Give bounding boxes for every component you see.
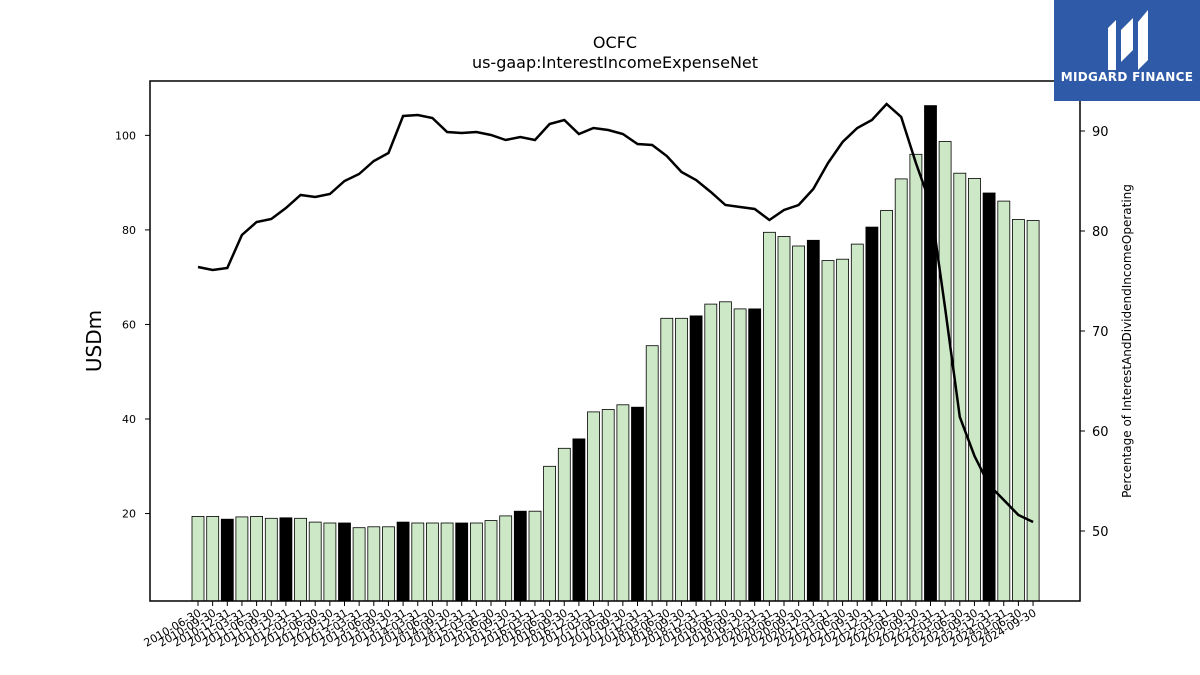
bar [367, 526, 381, 602]
bar [455, 522, 469, 602]
bar [235, 516, 249, 602]
plot-frame [149, 80, 1081, 602]
bar [997, 200, 1011, 602]
bar [411, 522, 425, 602]
bar [250, 516, 264, 602]
bar [894, 178, 908, 602]
bar [1012, 219, 1025, 602]
chart-title: OCFC [593, 33, 637, 52]
bar [924, 105, 937, 602]
bar [557, 447, 571, 602]
bar [484, 520, 498, 602]
bar [352, 527, 366, 602]
bar [836, 258, 849, 602]
bar [279, 517, 293, 602]
bar [865, 226, 879, 602]
x-axis: 2010-06-302010-09-302010-12-312011-03-31… [142, 601, 1039, 650]
bar [206, 516, 220, 602]
bar [733, 308, 747, 602]
bar [191, 516, 205, 602]
bar [821, 260, 835, 602]
bar [1026, 220, 1040, 602]
y2-tick-label: 50 [1092, 525, 1109, 540]
y-axis-label: USDm [82, 310, 106, 372]
bar [909, 153, 923, 602]
y2-tick-label: 70 [1092, 325, 1109, 340]
bar [777, 236, 791, 602]
bar [850, 243, 864, 602]
bar [308, 521, 322, 602]
bar [806, 239, 820, 602]
y-tick-label: 100 [115, 129, 136, 142]
brand-logo: MIDGARD FINANCE [1054, 0, 1200, 101]
bar [938, 141, 952, 602]
y-axis-left: 20 40 60 80 100 [115, 129, 150, 521]
bar [499, 515, 513, 602]
chart-subtitle: us-gaap:InterestIncomeExpenseNet [472, 53, 758, 72]
bar [382, 526, 395, 602]
bar [748, 308, 762, 602]
bar [704, 303, 718, 602]
bar [763, 231, 776, 602]
y-tick-label: 60 [122, 318, 136, 331]
midgard-logo-icon [1108, 10, 1148, 70]
bar [587, 411, 600, 602]
y2-tick-label: 80 [1092, 225, 1109, 240]
bar [396, 521, 410, 602]
bar [528, 510, 542, 602]
bar [425, 522, 439, 602]
bar [616, 404, 630, 602]
bar [645, 345, 659, 602]
bar [543, 465, 556, 602]
y2-tick-label: 60 [1092, 425, 1109, 440]
y-axis-right: 50 60 70 80 90 [1080, 125, 1109, 540]
bar [469, 522, 483, 602]
y-tick-label: 80 [122, 224, 136, 237]
bar [631, 406, 644, 602]
bar [792, 245, 805, 602]
bar [675, 317, 688, 602]
bar [572, 438, 586, 602]
percentage-line [197, 102, 1034, 524]
y-tick-label: 20 [122, 508, 136, 521]
bar [660, 317, 674, 602]
bar [440, 522, 454, 602]
bar [601, 409, 615, 602]
y-tick-label: 40 [122, 413, 136, 426]
bar [968, 177, 981, 602]
y2-axis-label: Percentage of InterestAndDividendIncomeO… [1120, 184, 1134, 498]
bar [338, 522, 351, 602]
y2-tick-label: 90 [1092, 125, 1109, 140]
bar [689, 315, 703, 602]
brand-name: MIDGARD FINANCE [1060, 70, 1194, 84]
bar [323, 522, 337, 602]
bar [719, 301, 732, 602]
bar [880, 210, 893, 602]
bar [513, 510, 527, 602]
bar [294, 517, 308, 602]
bar-series [191, 105, 1040, 602]
bar [220, 518, 234, 602]
bar [264, 517, 278, 602]
bar [982, 192, 996, 602]
